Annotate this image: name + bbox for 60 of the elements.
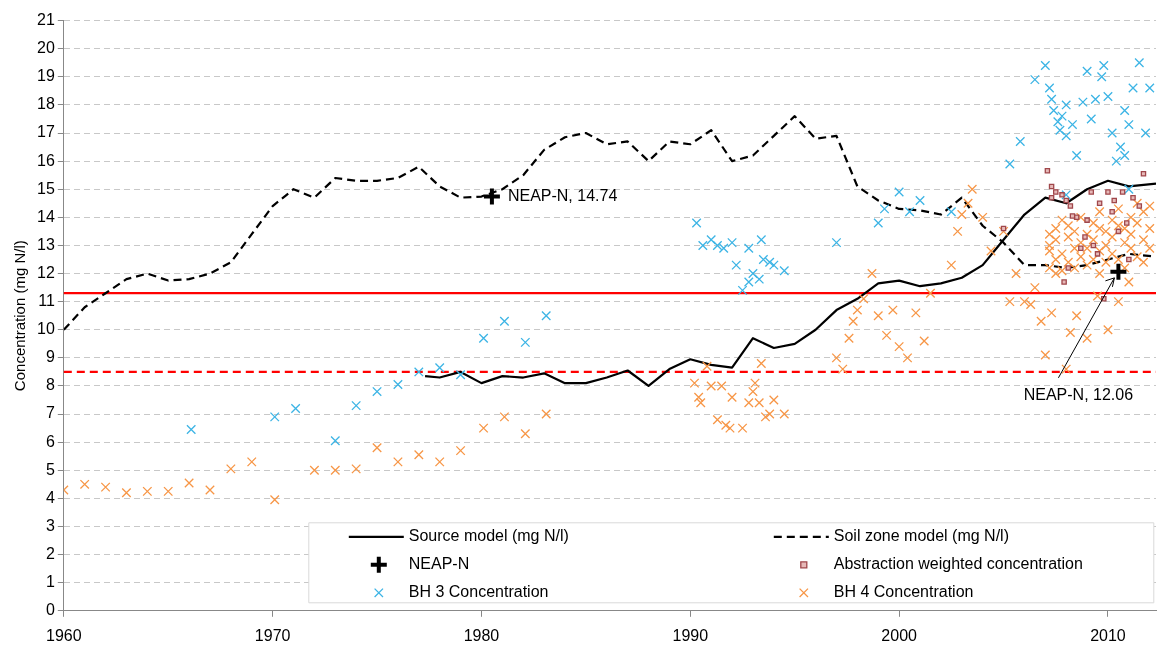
y-tick-label: 12 [37, 263, 55, 281]
y-tick-label: 2 [45, 545, 55, 562]
y-tick-label: 19 [37, 67, 55, 85]
x-tick-label: 2010 [1090, 626, 1126, 644]
y-tick-label: 10 [37, 320, 55, 338]
legend-label: BH 3 Concentration [408, 583, 549, 601]
x-tick-label: 1960 [46, 626, 82, 644]
point [1108, 261, 1129, 282]
point [1082, 234, 1088, 240]
y-tick-label: 18 [37, 95, 55, 113]
point [1105, 189, 1111, 195]
point [1119, 189, 1126, 195]
y-tick-label: 3 [45, 516, 55, 534]
legend-label: Source model (mg N/l) [408, 527, 569, 545]
y-tick-label: 16 [37, 151, 55, 169]
point [1063, 197, 1069, 204]
point [1088, 189, 1095, 195]
y-tick-label: 13 [37, 235, 55, 253]
annotation: NEAP-N, 14.74 [507, 186, 618, 204]
point [1059, 192, 1065, 198]
point [1065, 265, 1072, 271]
x-tick-label: 2000 [881, 626, 918, 644]
point [1061, 279, 1067, 285]
y-tick-label: 0 [45, 601, 55, 619]
y-axis-title: Concentration (mg N/l) [11, 240, 29, 392]
point [1109, 208, 1115, 215]
y-tick-label: 21 [37, 11, 55, 29]
point [1130, 194, 1136, 201]
y-tick-label: 4 [45, 488, 55, 506]
legend-label: Abstraction weighted concentration [833, 555, 1083, 573]
annotation: NEAP-N, 12.06 [1023, 386, 1134, 404]
point [481, 186, 502, 207]
y-tick-label: 14 [37, 207, 55, 225]
point [1067, 203, 1074, 209]
legend-label: BH 4 Concentration [833, 583, 974, 601]
legend-label: Soil zone model (mg N/l) [833, 527, 1009, 545]
point [1094, 251, 1101, 257]
y-tick-label: 17 [37, 123, 55, 141]
y-tick-label: 6 [45, 432, 55, 450]
x-tick-label: 1990 [672, 626, 709, 644]
y-tick-label: 15 [37, 179, 55, 197]
x-tick-label: 1980 [463, 626, 500, 644]
y-tick-label: 20 [37, 39, 55, 57]
x-tick-label: 1970 [254, 626, 291, 644]
point [1126, 256, 1132, 263]
point [1123, 220, 1130, 226]
point [1140, 171, 1147, 177]
point [1078, 245, 1084, 252]
point [1069, 213, 1076, 219]
y-tick-label: 5 [45, 460, 55, 478]
point [1111, 197, 1117, 204]
y-tick-label: 11 [38, 292, 55, 310]
y-tick-label: 1 [45, 573, 55, 591]
y-tick-label: 9 [45, 348, 55, 366]
y-tick-label: 8 [45, 376, 55, 394]
point [1052, 189, 1059, 195]
point [1136, 203, 1143, 209]
y-tick-label: 7 [45, 404, 55, 422]
legend-label: NEAP-N [408, 555, 470, 573]
point [1084, 217, 1090, 223]
